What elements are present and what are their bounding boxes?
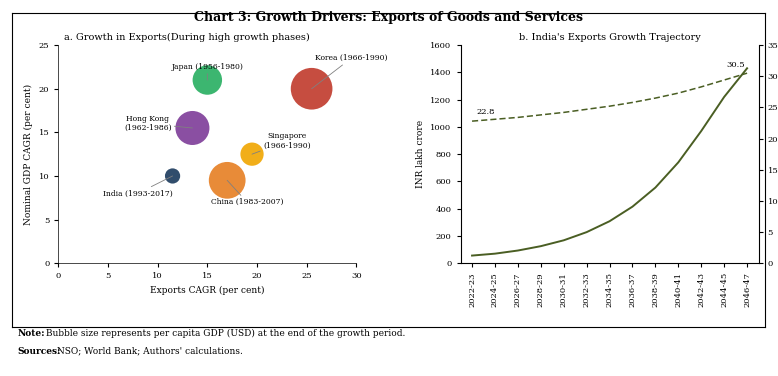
- X-axis label: Exports CAGR (per cent): Exports CAGR (per cent): [150, 286, 265, 295]
- Text: Sources:: Sources:: [17, 347, 61, 356]
- Point: [166, 173, 179, 179]
- Text: 30.5: 30.5: [726, 61, 745, 70]
- Point: [201, 77, 213, 83]
- Text: China (1983-2007): China (1983-2007): [211, 180, 283, 206]
- Text: Japan (1956-1980): Japan (1956-1980): [171, 63, 244, 80]
- Text: a. Growth in Exports(During high growth phases): a. Growth in Exports(During high growth …: [65, 32, 310, 42]
- Text: Chart 3: Growth Drivers: Exports of Goods and Services: Chart 3: Growth Drivers: Exports of Good…: [194, 11, 584, 24]
- Text: Singapore
(1966-1990): Singapore (1966-1990): [252, 132, 310, 154]
- Text: Bubble size represents per capita GDP (USD) at the end of the growth period.: Bubble size represents per capita GDP (U…: [43, 329, 405, 338]
- Y-axis label: Nominal GDP CAGR (per cent): Nominal GDP CAGR (per cent): [24, 83, 33, 225]
- Text: 22.8: 22.8: [477, 108, 495, 116]
- Point: [221, 177, 233, 183]
- Point: [306, 86, 318, 92]
- Text: Korea (1966-1990): Korea (1966-1990): [312, 54, 387, 89]
- Title: b. India's Exports Growth Trajectory: b. India's Exports Growth Trajectory: [519, 33, 700, 42]
- Text: Note:: Note:: [17, 329, 45, 338]
- Point: [246, 151, 258, 157]
- Text: Hong Kong
(1962-1986): Hong Kong (1962-1986): [124, 115, 192, 132]
- Point: [186, 125, 198, 131]
- Y-axis label: INR lakh crore: INR lakh crore: [415, 120, 425, 188]
- Text: NSO; World Bank; Authors' calculations.: NSO; World Bank; Authors' calculations.: [54, 347, 243, 356]
- Text: India (1993-2017): India (1993-2017): [103, 176, 173, 197]
